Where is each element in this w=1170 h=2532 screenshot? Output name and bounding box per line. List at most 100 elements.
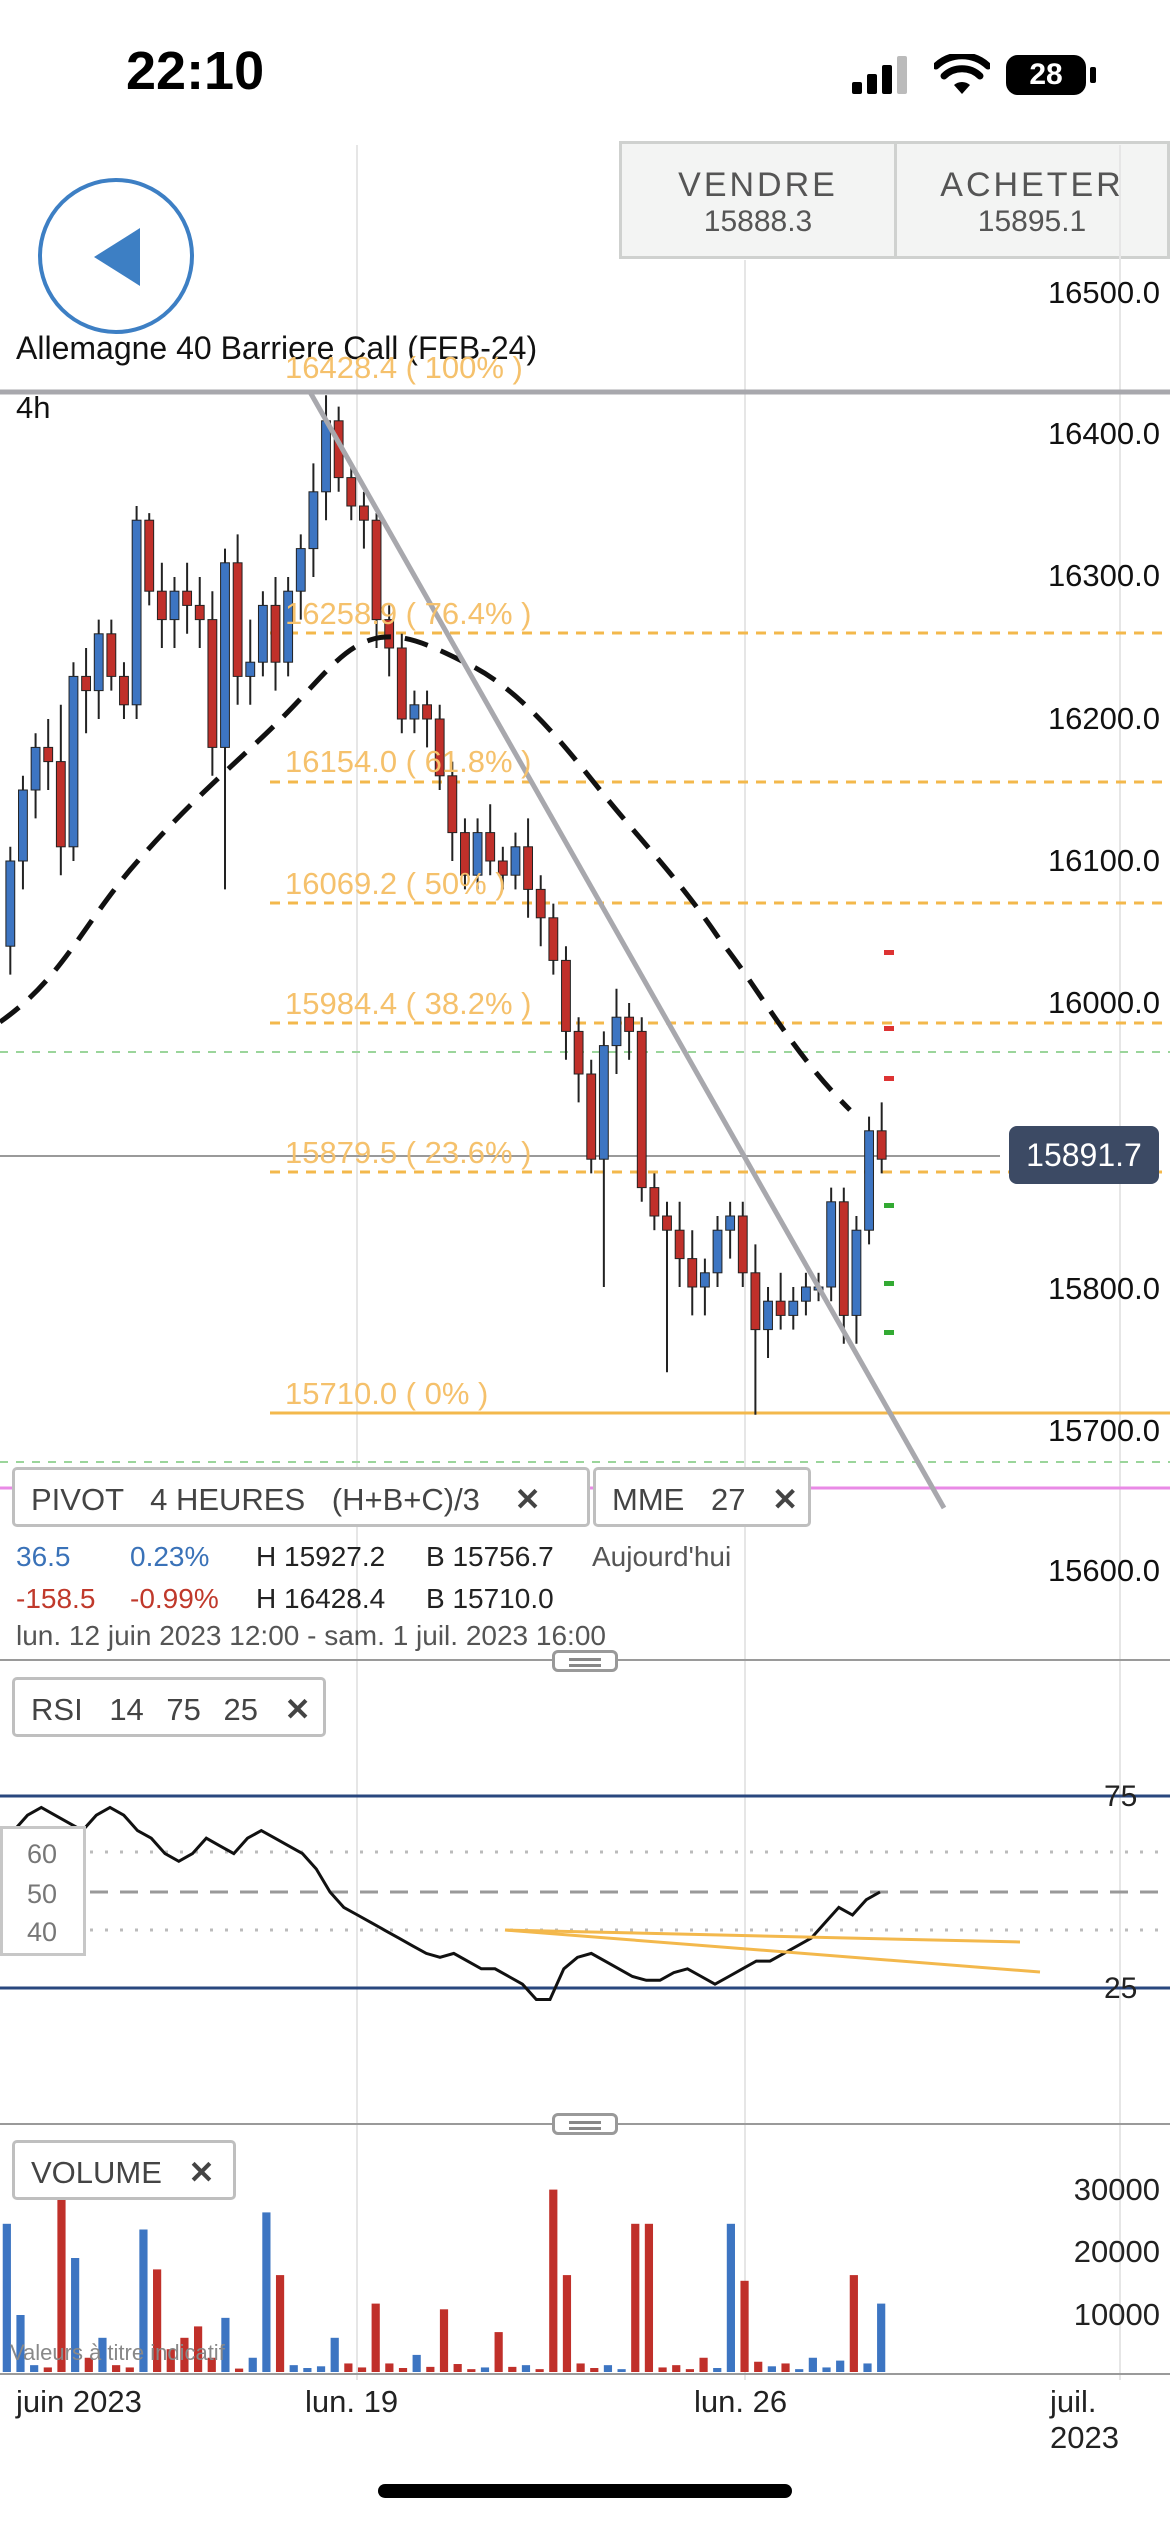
volume-bar xyxy=(685,2369,695,2372)
volume-bar xyxy=(480,2367,490,2372)
candle-body xyxy=(775,1300,786,1316)
fib-label-38: 15984.4 ( 38.2% ) xyxy=(285,986,532,1021)
volume-bar xyxy=(84,2357,93,2372)
candle-body xyxy=(55,761,66,848)
volume-bar xyxy=(412,2354,421,2372)
price-tick: 16000.0 xyxy=(1047,985,1160,1020)
mme-indicator-tag[interactable]: MME 27 ✕ xyxy=(593,1467,811,1527)
candle-body xyxy=(308,491,319,550)
high-today: H 15927.2 xyxy=(256,1541,386,1572)
volume-bar xyxy=(863,2363,872,2372)
volume-bar xyxy=(344,2363,353,2372)
candle-body xyxy=(131,519,142,706)
change-up: 36.5 xyxy=(16,1541,71,1572)
change-down-pct: -0.99% xyxy=(130,1583,219,1614)
volume-bar xyxy=(562,2275,572,2372)
volume-bar xyxy=(521,2365,531,2372)
mme-period: 27 xyxy=(710,1482,746,1517)
candle-body xyxy=(220,562,230,748)
candle-body xyxy=(5,860,16,947)
candle-body xyxy=(182,590,193,606)
high-range: H 16428.4 xyxy=(256,1583,386,1614)
volume-bar xyxy=(576,2363,585,2372)
price-tick: 16300.0 xyxy=(1047,558,1160,593)
volume-bar xyxy=(357,2367,367,2372)
volume-bar xyxy=(275,2275,285,2372)
low-today: B 15756.7 xyxy=(426,1541,554,1572)
volume-bar xyxy=(112,2365,121,2372)
candle-body xyxy=(485,832,496,862)
price-tick: 16400.0 xyxy=(1047,416,1160,451)
back-button[interactable] xyxy=(38,178,194,334)
candle-body xyxy=(573,1030,584,1075)
buy-price: 15895.1 xyxy=(977,205,1087,238)
candle-body xyxy=(156,590,167,621)
volume-bar xyxy=(2,2223,11,2372)
volume-bar xyxy=(822,2367,831,2372)
candle-body xyxy=(144,519,155,592)
volume-bar xyxy=(98,2337,107,2372)
candle-body xyxy=(472,832,483,876)
candle-body xyxy=(447,775,458,834)
candle-body xyxy=(826,1201,837,1288)
volume-bar xyxy=(426,2366,435,2372)
candle-body xyxy=(106,633,117,677)
volume-bar xyxy=(303,2368,312,2372)
candle-body xyxy=(510,846,521,876)
resize-handle-rsi[interactable] xyxy=(552,1650,618,1672)
volume-bar xyxy=(248,2357,257,2372)
pivot-formula: (H+B+C)/3 xyxy=(331,1482,480,1517)
remove-volume-icon[interactable]: ✕ xyxy=(188,2155,215,2190)
remove-mme-icon[interactable]: ✕ xyxy=(772,1482,799,1517)
volume-indicator-tag[interactable]: VOLUME ✕ xyxy=(12,2140,236,2200)
candle-body xyxy=(232,562,243,677)
volume-bar xyxy=(508,2366,517,2372)
pivot-indicator-tag[interactable]: PIVOT 4 HEURES (H+B+C)/3 ✕ xyxy=(12,1467,590,1527)
candle-body xyxy=(93,633,104,692)
volume-bar xyxy=(289,2365,298,2372)
volume-bar xyxy=(398,2368,408,2372)
home-indicator[interactable] xyxy=(378,2484,792,2498)
volume-bar xyxy=(385,2363,394,2372)
rsi-indicator-tag[interactable]: RSI 14 75 25 ✕ xyxy=(12,1677,326,1737)
remove-rsi-icon[interactable]: ✕ xyxy=(284,1692,311,1727)
volume-bar xyxy=(740,2280,749,2372)
fib-label-76: 16258.9 ( 76.4% ) xyxy=(285,596,532,631)
volume-bar xyxy=(330,2337,339,2372)
candle-body xyxy=(384,619,395,649)
volume-bar xyxy=(808,2357,817,2372)
volume-bar xyxy=(795,2369,804,2372)
price-tick: 16100.0 xyxy=(1047,843,1160,878)
fib-label-61: 16154.0 ( 61.8% ) xyxy=(285,744,532,779)
rsi-upper-label: 75 xyxy=(1104,1780,1138,1813)
pivot-period: 4 HEURES xyxy=(150,1482,306,1517)
change-down: -158.5 xyxy=(16,1583,96,1614)
candle-body xyxy=(422,704,432,720)
remove-pivot-icon[interactable]: ✕ xyxy=(514,1482,541,1517)
volume-bar xyxy=(467,2369,476,2372)
resize-handle-volume[interactable] xyxy=(552,2113,618,2135)
candle-body xyxy=(358,505,369,521)
volume-bar xyxy=(631,2223,640,2372)
battery-icon: 28 xyxy=(1006,55,1086,95)
candle-body xyxy=(687,1258,698,1288)
volume-bar xyxy=(699,2357,708,2372)
instrument-title: Allemagne 40 Barriere Call (FEB-24) xyxy=(16,330,538,366)
volume-bar xyxy=(193,2326,203,2372)
low-range: B 15710.0 xyxy=(426,1583,554,1614)
rsi-level-40: 40 xyxy=(27,1917,58,1947)
sell-button[interactable]: VENDRE 15888.3 xyxy=(619,141,897,259)
rsi-line xyxy=(0,1805,881,2001)
volume-bar xyxy=(494,2332,503,2372)
candle-body xyxy=(245,661,256,677)
candle-body xyxy=(838,1201,849,1316)
buy-button[interactable]: ACHETER 15895.1 xyxy=(894,141,1170,259)
volume-bar xyxy=(30,2365,39,2372)
volume-bar xyxy=(316,2366,326,2372)
volume-bar xyxy=(371,2303,380,2372)
candle-body xyxy=(194,604,205,621)
rsi-lower-label: 25 xyxy=(1104,1972,1138,2005)
candle-body xyxy=(864,1130,874,1231)
date-tick: lun. 19 xyxy=(305,2384,399,2419)
